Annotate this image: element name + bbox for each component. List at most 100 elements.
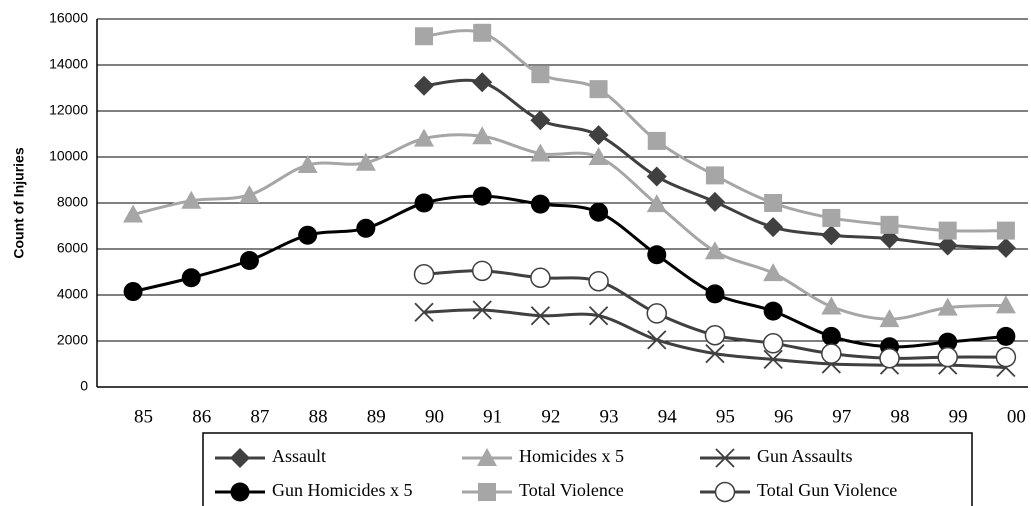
data-point bbox=[996, 326, 1016, 346]
legend-marker bbox=[477, 448, 497, 466]
legend-marker bbox=[230, 448, 250, 468]
data-point bbox=[821, 225, 842, 246]
y-tick-label: 4000 bbox=[57, 286, 88, 302]
y-tick-label: 14000 bbox=[49, 56, 88, 72]
data-point bbox=[646, 166, 667, 187]
data-point bbox=[181, 190, 202, 209]
x-tick-label: 88 bbox=[309, 406, 328, 427]
y-tick-label: 2000 bbox=[57, 332, 88, 348]
data-point bbox=[938, 332, 958, 352]
data-point bbox=[647, 330, 667, 350]
data-point bbox=[705, 166, 724, 185]
data-point bbox=[995, 346, 1017, 368]
data-point bbox=[530, 143, 551, 162]
data-point bbox=[472, 300, 492, 320]
data-point bbox=[705, 344, 725, 364]
x-tick-label: 85 bbox=[134, 406, 153, 427]
data-point bbox=[589, 202, 609, 222]
data-point bbox=[588, 147, 609, 165]
y-tick-label: 0 bbox=[80, 378, 88, 394]
data-point bbox=[297, 155, 318, 174]
data-point bbox=[355, 152, 376, 171]
data-point bbox=[471, 260, 493, 282]
data-point bbox=[181, 268, 201, 288]
data-point bbox=[414, 302, 434, 322]
x-tick-label: 95 bbox=[716, 406, 735, 427]
x-tick-label: 89 bbox=[367, 406, 386, 427]
data-point bbox=[414, 193, 434, 213]
data-point bbox=[239, 184, 260, 203]
data-point bbox=[472, 126, 493, 145]
data-point bbox=[821, 296, 842, 315]
data-point bbox=[763, 349, 783, 370]
data-point bbox=[588, 125, 609, 146]
data-point bbox=[589, 80, 608, 99]
data-point bbox=[588, 306, 609, 326]
x-tick-label: 98 bbox=[890, 406, 909, 427]
legend-label: Assault bbox=[272, 446, 326, 466]
x-tick-label: 96 bbox=[774, 406, 793, 427]
data-point bbox=[879, 309, 900, 328]
legend-box bbox=[202, 432, 973, 506]
series-line bbox=[132, 194, 1007, 349]
x-tick-label: 94 bbox=[658, 406, 678, 427]
x-tick-label: 93 bbox=[600, 406, 619, 427]
data-point bbox=[996, 221, 1015, 240]
data-point bbox=[472, 186, 492, 206]
series-line bbox=[132, 133, 1006, 321]
data-point bbox=[937, 297, 958, 316]
x-tick-label: 91 bbox=[483, 406, 502, 427]
data-point bbox=[762, 333, 784, 354]
data-point bbox=[995, 237, 1016, 258]
data-point bbox=[704, 241, 725, 260]
data-point bbox=[646, 303, 668, 324]
x-tick-label: 97 bbox=[832, 406, 851, 427]
legend-marker bbox=[715, 448, 735, 468]
data-point bbox=[530, 267, 551, 288]
data-point bbox=[473, 23, 492, 42]
legend-label: Total Gun Violence bbox=[757, 480, 897, 500]
x-tick-label: 86 bbox=[192, 406, 211, 427]
data-point bbox=[995, 295, 1016, 314]
legend-label: Total Violence bbox=[519, 480, 624, 500]
data-point bbox=[937, 346, 958, 368]
data-point bbox=[123, 282, 143, 302]
legend-label: Homicides x 5 bbox=[519, 446, 624, 466]
data-point bbox=[704, 325, 726, 346]
data-point bbox=[356, 218, 376, 238]
data-point bbox=[763, 301, 783, 321]
x-tick-label: 87 bbox=[250, 406, 269, 427]
legend-marker bbox=[478, 483, 496, 501]
data-point bbox=[298, 225, 318, 245]
series-line bbox=[423, 78, 1006, 250]
data-point bbox=[938, 221, 957, 240]
x-tick-label: 99 bbox=[949, 406, 968, 427]
x-tick-label: 90 bbox=[425, 406, 444, 427]
legend-marker bbox=[714, 481, 736, 503]
legend-label: Gun Homicides x 5 bbox=[272, 480, 412, 500]
data-point bbox=[531, 65, 550, 84]
data-point bbox=[704, 191, 725, 212]
legend-label: Gun Assaults bbox=[757, 446, 853, 466]
data-point bbox=[646, 194, 667, 213]
y-tick-label: 6000 bbox=[57, 240, 88, 256]
y-tick-label: 16000 bbox=[49, 10, 88, 26]
data-point bbox=[414, 75, 435, 96]
data-point bbox=[937, 235, 958, 256]
data-point bbox=[764, 194, 783, 212]
x-tick-label: 00 bbox=[1007, 406, 1026, 427]
data-point bbox=[530, 306, 551, 326]
y-axis-title: Count of Injuries bbox=[11, 147, 27, 258]
data-point bbox=[413, 264, 435, 285]
data-point bbox=[647, 245, 667, 265]
data-point bbox=[530, 194, 550, 214]
data-point bbox=[415, 27, 434, 46]
data-point bbox=[705, 284, 725, 304]
y-tick-label: 10000 bbox=[49, 148, 88, 164]
x-tick-label: 92 bbox=[541, 406, 560, 427]
data-point bbox=[530, 110, 551, 131]
data-point bbox=[123, 204, 144, 223]
data-point bbox=[821, 326, 841, 346]
y-tick-label: 12000 bbox=[49, 102, 88, 118]
